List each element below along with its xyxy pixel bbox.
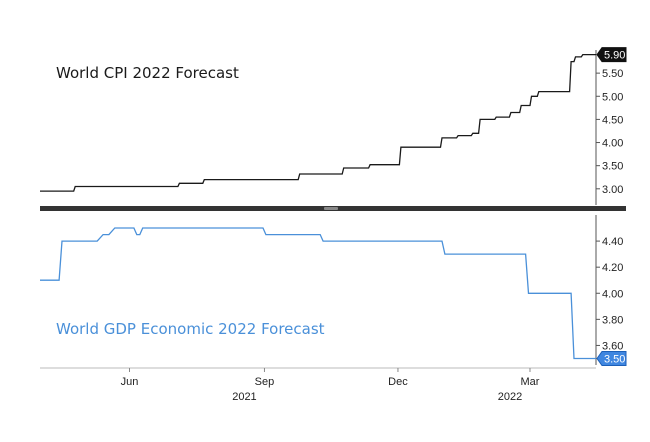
series-line bbox=[40, 53, 596, 192]
x-tick-label: Dec bbox=[388, 376, 408, 388]
y-tick-label: 5.00 bbox=[602, 91, 623, 103]
x-tick-label: Jun bbox=[121, 376, 139, 388]
y-tick-label: 4.50 bbox=[602, 114, 623, 126]
y-tick-label: 4.20 bbox=[602, 262, 623, 274]
x-axis: Jun Sep Dec Mar 2021 2022 bbox=[40, 367, 596, 403]
series-line bbox=[40, 227, 596, 360]
y-tick-label: 3.50 bbox=[602, 161, 623, 173]
last-value-label: 3.50 bbox=[604, 353, 625, 365]
chart-title: World CPI 2022 Forecast bbox=[56, 64, 239, 82]
x-tick-label: Mar bbox=[521, 376, 540, 388]
y-tick-label: 5.50 bbox=[602, 68, 623, 80]
panel-divider bbox=[40, 206, 626, 211]
x-year-label: 2021 bbox=[232, 391, 256, 403]
x-year-label: 2022 bbox=[498, 391, 522, 403]
chart-title: World GDP Economic 2022 Forecast bbox=[56, 320, 325, 338]
y-tick-label: 3.80 bbox=[602, 314, 623, 326]
y-tick-label: 3.60 bbox=[602, 340, 623, 352]
last-value-badge bbox=[596, 47, 627, 63]
cpi-panel: 5.50 5.00 4.50 4.00 3.50 3.00 5.90 World CPI 20… bbox=[40, 47, 627, 205]
last-value-label: 5.90 bbox=[604, 50, 625, 62]
y-tick-label: 4.00 bbox=[602, 138, 623, 150]
y-tick-label: 4.40 bbox=[602, 236, 623, 248]
last-value-badge bbox=[596, 350, 627, 366]
y-tick-label: 4.00 bbox=[602, 288, 623, 300]
divider-handle[interactable] bbox=[324, 207, 338, 210]
y-tick-label: 3.00 bbox=[602, 184, 623, 196]
x-tick-label: Sep bbox=[255, 376, 275, 388]
gdp-panel: 4.40 4.20 4.00 3.80 3.603.50 World GDP Econom… bbox=[40, 215, 627, 366]
